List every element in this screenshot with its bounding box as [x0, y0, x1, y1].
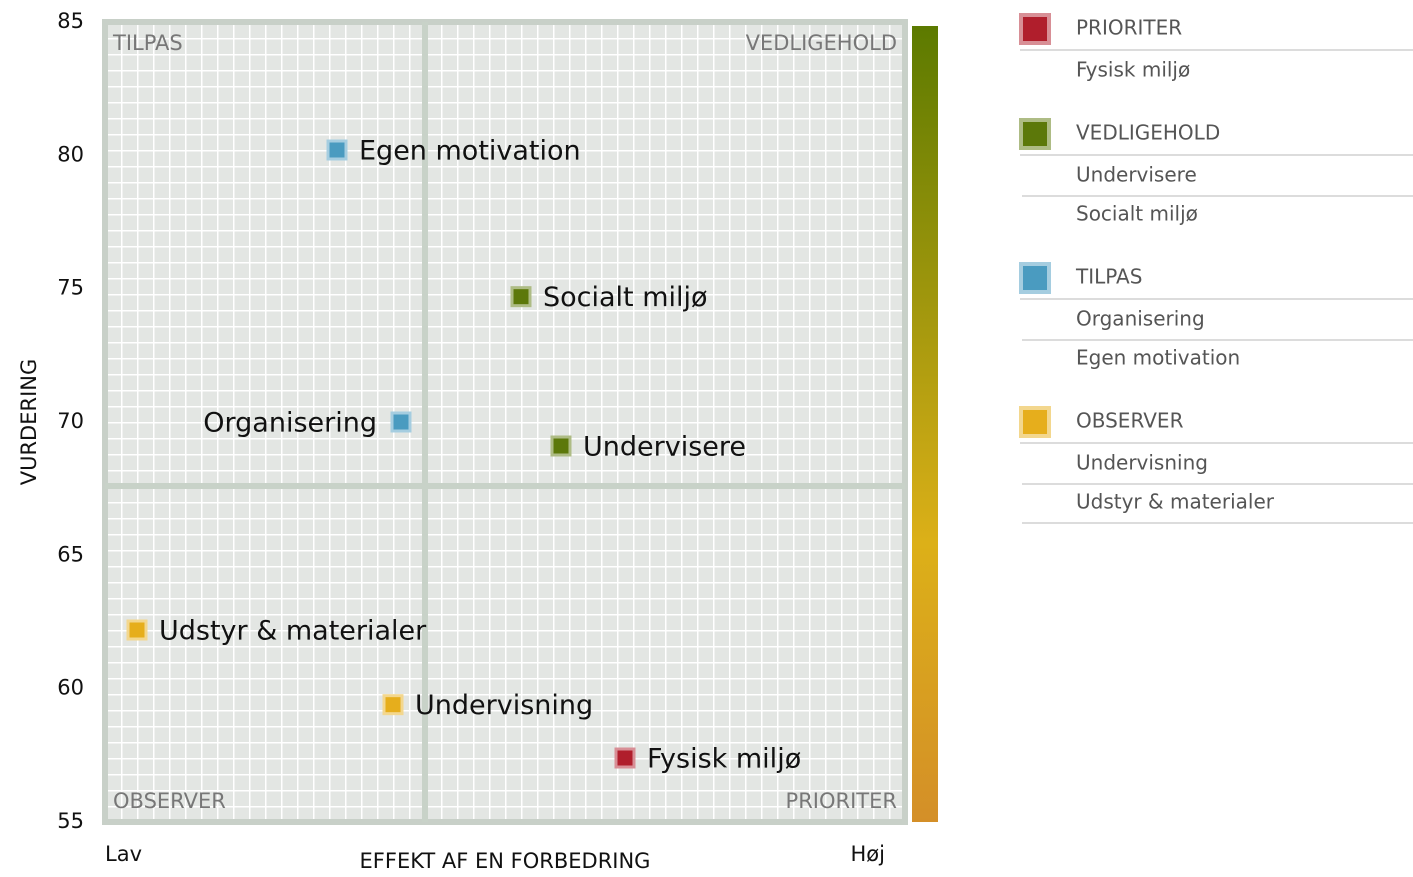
- x-tick-label: Lav: [105, 842, 142, 866]
- quadrant-label: PRIORITER: [786, 789, 897, 813]
- y-tick-label: 80: [57, 142, 84, 166]
- color-scale: [912, 26, 938, 822]
- point-label: Undervisning: [415, 690, 593, 721]
- legend-swatch: [1019, 118, 1051, 150]
- legend-swatch: [1019, 262, 1051, 294]
- legend-item: Undervisning: [1076, 451, 1208, 475]
- y-axis-label: VURDERING: [17, 359, 41, 486]
- legend-group: TILPAS: [1075, 265, 1142, 289]
- quadrant-label: OBSERVER: [113, 789, 226, 813]
- legend-group: VEDLIGEHOLD: [1076, 121, 1220, 145]
- y-tick-label: 60: [57, 676, 84, 700]
- legend-group: PRIORITER: [1076, 16, 1182, 40]
- y-tick-label: 75: [57, 276, 84, 300]
- point: [550, 435, 572, 457]
- point-label: Organisering: [203, 408, 377, 439]
- point: [510, 286, 532, 308]
- point: [614, 747, 636, 769]
- legend-item: Fysisk miljø: [1076, 58, 1190, 82]
- point: [390, 411, 412, 433]
- quadrant-label: TILPAS: [112, 31, 183, 55]
- y-tick-label: 55: [57, 809, 84, 833]
- point: [382, 694, 404, 716]
- legend-swatch: [1019, 13, 1051, 45]
- plot-area: [102, 19, 908, 825]
- x-axis-label: EFFEKT AF EN FORBEDRING: [360, 849, 651, 873]
- legend-item: Organisering: [1076, 307, 1205, 331]
- legend-group: OBSERVER: [1076, 409, 1184, 433]
- point: [126, 619, 148, 641]
- quadrant-label: VEDLIGEHOLD: [746, 31, 897, 55]
- legend-item: Undervisere: [1076, 163, 1197, 187]
- point-label: Socialt miljø: [543, 282, 708, 313]
- point-label: Undervisere: [583, 432, 746, 463]
- legend-swatch: [1019, 406, 1051, 438]
- y-tick-label: 85: [57, 9, 84, 33]
- point: [326, 139, 348, 161]
- legend-item: Udstyr & materialer: [1076, 490, 1275, 514]
- y-tick-label: 65: [57, 542, 84, 566]
- point-label: Udstyr & materialer: [159, 616, 427, 647]
- point-label: Egen motivation: [359, 136, 581, 167]
- legend-item: Socialt miljø: [1076, 202, 1198, 226]
- x-tick-label: Høj: [851, 842, 885, 866]
- y-tick-label: 70: [57, 409, 84, 433]
- legend-item: Egen motivation: [1076, 346, 1240, 370]
- point-label: Fysisk miljø: [647, 744, 801, 775]
